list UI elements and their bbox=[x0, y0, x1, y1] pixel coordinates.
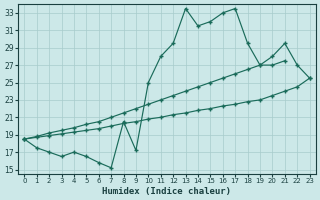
X-axis label: Humidex (Indice chaleur): Humidex (Indice chaleur) bbox=[102, 187, 231, 196]
